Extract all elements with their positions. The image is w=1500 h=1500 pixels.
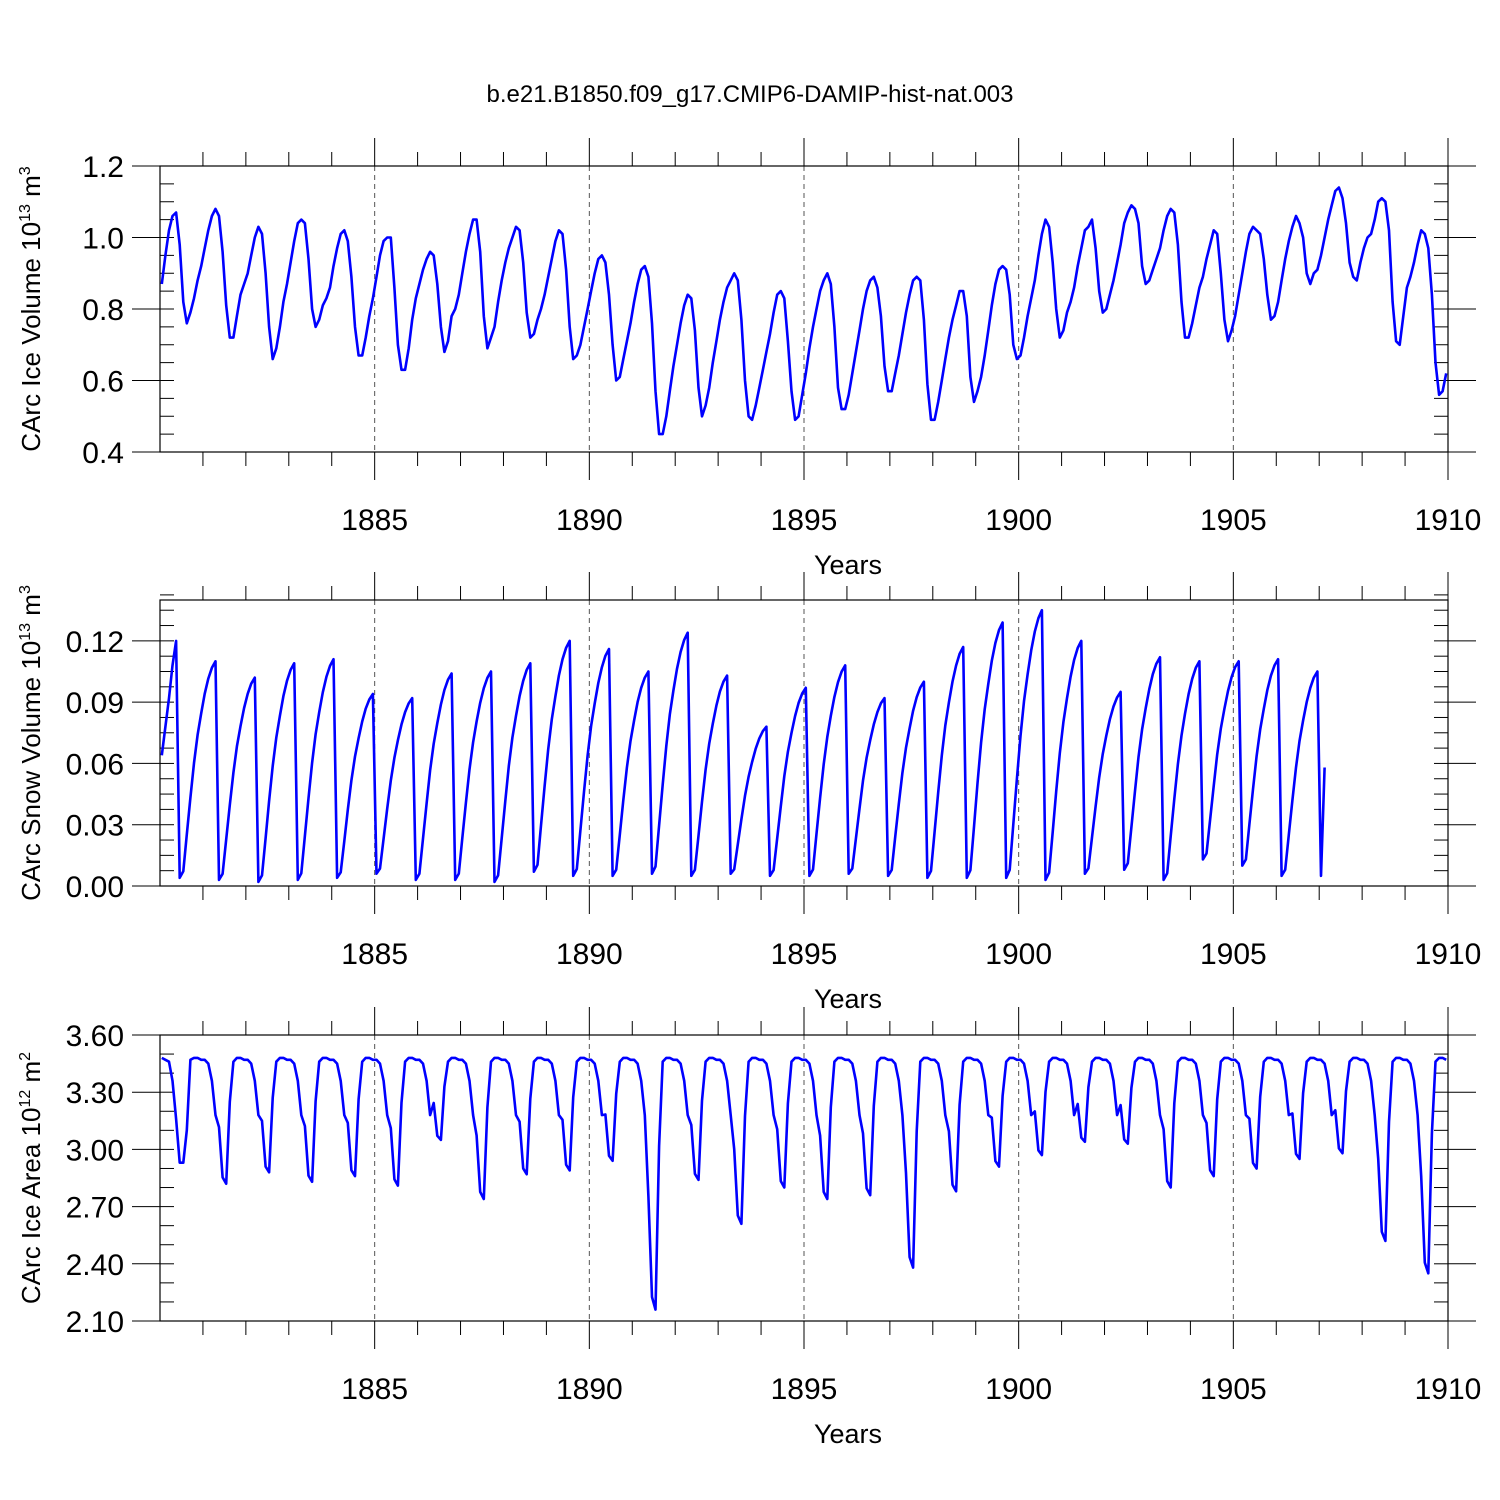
x-tick-label: 1910 <box>1415 504 1482 537</box>
y-tick-label: 1.2 <box>82 151 124 184</box>
x-tick-label: 1905 <box>1200 1373 1267 1406</box>
y-tick-label: 0.6 <box>82 366 124 399</box>
y-tick-label: 0.03 <box>66 810 124 843</box>
x-tick-label: 1910 <box>1415 1373 1482 1406</box>
plot-frame <box>159 1034 1449 1322</box>
x-tick-label: 1890 <box>556 938 623 971</box>
y-tick-label: 1.0 <box>82 223 124 256</box>
x-tick-label: 1885 <box>341 938 408 971</box>
plot-frame <box>159 165 1449 453</box>
y-tick-label: 0.8 <box>82 294 124 327</box>
y-tick-label: 2.10 <box>66 1306 124 1339</box>
figure-title: b.e21.B1850.f09_g17.CMIP6-DAMIP-hist-nat… <box>487 81 1014 108</box>
panel-snow-volume: 0.00 0.03 0.06 0.09 0.12 1885 1890 1895 1900 1905… <box>16 572 1481 1014</box>
x-tick-label: 1885 <box>341 504 408 537</box>
y-tick-label: 3.60 <box>66 1020 124 1053</box>
x-tick-label: 1890 <box>556 504 623 537</box>
x-tick-label: 1895 <box>771 1373 838 1406</box>
y-tick-label: 0.4 <box>82 437 124 470</box>
panel-ice-volume: 0.4 0.6 0.8 1.0 1.2 1885 1890 1895 1900 1905 1910 Y… <box>16 138 1481 580</box>
panel-ice-area: 2.10 2.40 2.70 3.00 3.30 3.60 1885 1890 1895 1900… <box>16 1007 1481 1449</box>
plot-frame <box>159 599 1449 887</box>
x-tick-label: 1900 <box>985 938 1052 971</box>
series-line <box>160 186 1448 436</box>
y-tick-label: 0.06 <box>66 748 124 781</box>
series-line <box>161 1056 1447 1311</box>
y-tick-label: 3.30 <box>66 1077 124 1110</box>
x-tick-label: 1900 <box>985 504 1052 537</box>
x-tick-label: 1905 <box>1200 504 1267 537</box>
y-axis-label: CArc Snow Volume 1013 m3 <box>16 585 46 901</box>
x-axis-label: Years <box>814 550 882 580</box>
x-tick-label: 1895 <box>771 504 838 537</box>
y-tick-label: 0.00 <box>66 871 124 904</box>
x-axis-label: Years <box>814 1419 882 1449</box>
series-line <box>160 608 1326 884</box>
x-tick-label: 1890 <box>556 1373 623 1406</box>
y-tick-label: 0.12 <box>66 626 124 659</box>
x-axis-label: Years <box>814 984 882 1014</box>
x-tick-label: 1900 <box>985 1373 1052 1406</box>
y-tick-label: 3.00 <box>66 1134 124 1167</box>
y-axis-label: CArc Ice Volume 1013 m3 <box>16 166 46 451</box>
y-tick-label: 2.40 <box>66 1249 124 1282</box>
x-tick-label: 1895 <box>771 938 838 971</box>
x-tick-label: 1905 <box>1200 938 1267 971</box>
x-tick-label: 1885 <box>341 1373 408 1406</box>
y-axis-label: CArc Ice Area 1012 m2 <box>16 1052 46 1304</box>
y-tick-label: 2.70 <box>66 1192 124 1225</box>
x-tick-label: 1910 <box>1415 938 1482 971</box>
y-tick-label: 0.09 <box>66 687 124 720</box>
